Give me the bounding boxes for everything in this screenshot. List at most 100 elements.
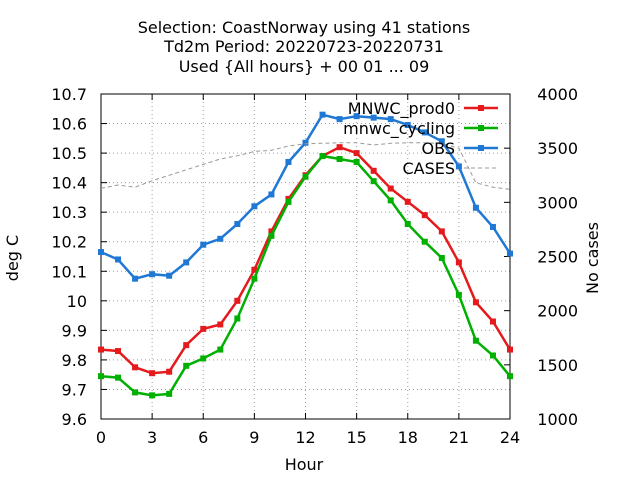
data-point — [319, 153, 326, 160]
data-point — [268, 228, 275, 235]
y-tick-label: 9.9 — [62, 321, 87, 340]
data-point — [421, 129, 428, 136]
y2-tick-label: 3500 — [537, 139, 578, 158]
data-point — [353, 158, 360, 165]
x-tick-label: 9 — [249, 428, 259, 447]
data-point — [183, 362, 190, 369]
data-point — [183, 342, 190, 349]
y2-tick-label: 4000 — [537, 85, 578, 104]
data-point — [115, 348, 122, 355]
data-point — [353, 113, 360, 120]
data-point — [472, 204, 479, 211]
data-point — [507, 346, 513, 353]
data-point — [387, 116, 394, 123]
y-tick-label: 10.6 — [51, 115, 87, 134]
series-OBS — [98, 111, 513, 282]
data-point — [234, 221, 241, 227]
data-point — [472, 299, 479, 306]
x-tick-label: 15 — [346, 428, 366, 447]
data-point — [234, 297, 241, 304]
data-point — [455, 163, 462, 170]
data-point — [404, 221, 411, 227]
y-tick-label: 9.8 — [62, 351, 87, 370]
data-point — [472, 337, 479, 344]
data-point — [370, 167, 377, 174]
data-point — [183, 259, 190, 266]
data-point — [251, 266, 258, 273]
data-point — [115, 374, 122, 381]
y-tick-label: 10.4 — [51, 174, 87, 193]
data-point — [200, 325, 207, 332]
data-point — [404, 122, 411, 129]
y-tick-label: 10.7 — [51, 85, 87, 104]
y-tick-label: 9.6 — [62, 410, 87, 429]
data-point — [166, 272, 173, 279]
data-point — [285, 198, 292, 205]
data-point — [149, 271, 156, 278]
grid — [101, 94, 510, 419]
data-point — [353, 150, 360, 157]
data-point — [217, 321, 224, 328]
data-point — [302, 139, 309, 146]
data-point — [268, 191, 275, 198]
series-line — [100, 142, 511, 190]
data-point — [336, 116, 343, 123]
data-point — [285, 158, 292, 165]
data-point — [336, 144, 343, 151]
y2-tick-label: 3000 — [537, 193, 578, 212]
x-tick-label: 18 — [398, 428, 418, 447]
axis-ticks: 0 3 6 9 12 15 18 21 24 9.6 9.7 9.8 9.9 10 10.1 10.2 10.3… — [51, 85, 578, 447]
data-point — [149, 392, 156, 399]
data-point — [217, 235, 224, 242]
legend-label: MNWC_prod0 — [348, 99, 455, 119]
y-axis-label: deg C — [3, 235, 22, 281]
data-point — [98, 249, 104, 256]
x-tick-label: 24 — [500, 428, 520, 447]
y2-tick-label: 1000 — [537, 410, 578, 429]
series-mnwc_cycling — [98, 153, 513, 399]
x-tick-label: 3 — [147, 428, 157, 447]
data-point — [489, 223, 496, 230]
data-point — [302, 173, 309, 180]
data-point — [421, 212, 428, 219]
legend-marker — [478, 105, 484, 111]
data-point — [370, 178, 377, 185]
data-point — [98, 346, 104, 353]
series-layer — [98, 111, 513, 399]
data-point — [217, 346, 224, 353]
x-tick-label: 6 — [198, 428, 208, 447]
legend-label: mnwc_cycling — [343, 119, 455, 139]
data-point — [438, 228, 445, 235]
data-point — [370, 114, 377, 121]
title-line-1: Selection: CoastNorway using 41 stations — [138, 18, 471, 37]
y-tick-label: 10 — [67, 292, 87, 311]
x-axis-label: Hour — [285, 455, 324, 474]
series-line — [100, 145, 512, 375]
data-point — [200, 241, 207, 248]
data-point — [251, 275, 258, 282]
x-tick-label: 12 — [295, 428, 315, 447]
data-point — [507, 250, 513, 257]
y-tick-label: 10.3 — [51, 203, 87, 222]
data-point — [489, 318, 496, 325]
data-point — [132, 364, 139, 371]
legend-label: CASES — [402, 159, 455, 178]
data-point — [98, 373, 104, 380]
data-point — [404, 198, 411, 205]
data-point — [166, 390, 173, 397]
data-point — [489, 352, 496, 359]
chart-title: Selection: CoastNorway using 41 stations… — [138, 18, 471, 76]
data-point — [387, 197, 394, 204]
data-point — [336, 156, 343, 162]
data-point — [234, 315, 241, 322]
x-tick-label: 0 — [96, 428, 106, 447]
data-point — [132, 389, 139, 396]
y2-tick-label: 2000 — [537, 302, 578, 321]
data-point — [507, 373, 513, 380]
data-point — [132, 275, 139, 282]
data-point — [200, 355, 207, 362]
data-point — [319, 111, 326, 118]
data-point — [438, 254, 445, 261]
